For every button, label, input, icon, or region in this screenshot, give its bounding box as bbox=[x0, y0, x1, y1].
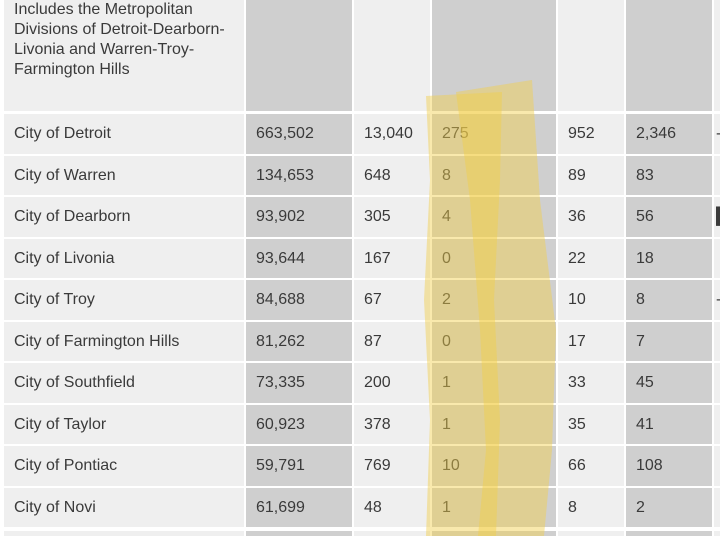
row-value-cell: 2 bbox=[626, 488, 712, 527]
table-row-partial bbox=[714, 531, 720, 536]
row-value-cell: 93,644 bbox=[246, 239, 352, 278]
row-city-name: City of Pontiac bbox=[4, 446, 244, 486]
row-value-cell: 8 bbox=[626, 280, 712, 320]
row-value-cell: 200 bbox=[354, 363, 430, 403]
row-value-cell: 84,688 bbox=[246, 280, 352, 320]
row-city-name: City of Troy bbox=[4, 280, 244, 320]
row-value-cell: 167 bbox=[354, 239, 430, 278]
row-city-name: City of Taylor bbox=[4, 405, 244, 444]
row-value-cell: 2 bbox=[432, 280, 556, 320]
row-trailing-fragment bbox=[714, 405, 720, 444]
row-city-name: City of Dearborn bbox=[4, 197, 244, 237]
row-value-cell: 17 bbox=[558, 322, 624, 361]
row-city-name: City of Novi bbox=[4, 488, 244, 527]
row-value-cell: 134,653 bbox=[246, 156, 352, 195]
table-header-description: Includes the Metropolitan Divisions of D… bbox=[4, 0, 244, 111]
table-header-cell bbox=[246, 0, 352, 111]
row-value-cell: 33 bbox=[558, 363, 624, 403]
row-value-cell: 648 bbox=[354, 156, 430, 195]
row-value-cell: 1 bbox=[432, 405, 556, 444]
row-value-cell: 952 bbox=[558, 114, 624, 154]
row-value-cell: 305 bbox=[354, 197, 430, 237]
row-value-cell: 89 bbox=[558, 156, 624, 195]
table-row-partial bbox=[558, 531, 624, 536]
table-header-cell bbox=[626, 0, 712, 111]
row-city-name: City of Southfield bbox=[4, 363, 244, 403]
table-row-partial bbox=[4, 531, 244, 536]
row-trailing-fragment: ▌ bbox=[714, 197, 720, 237]
row-trailing-fragment: - bbox=[714, 280, 720, 320]
row-value-cell: 48 bbox=[354, 488, 430, 527]
table-header-cell bbox=[558, 0, 624, 111]
row-trailing-fragment bbox=[714, 239, 720, 278]
row-value-cell: 1 bbox=[432, 488, 556, 527]
row-value-cell: 378 bbox=[354, 405, 430, 444]
row-value-cell: 2,346 bbox=[626, 114, 712, 154]
row-value-cell: 60,923 bbox=[246, 405, 352, 444]
table-row-partial bbox=[432, 531, 556, 536]
row-value-cell: 87 bbox=[354, 322, 430, 361]
table-row-partial bbox=[354, 531, 430, 536]
row-trailing-fragment bbox=[714, 446, 720, 486]
row-value-cell: 663,502 bbox=[246, 114, 352, 154]
row-value-cell: 56 bbox=[626, 197, 712, 237]
table-header-cell bbox=[354, 0, 430, 111]
row-value-cell: 35 bbox=[558, 405, 624, 444]
row-value-cell: 67 bbox=[354, 280, 430, 320]
row-value-cell: 275 bbox=[432, 114, 556, 154]
row-value-cell: 83 bbox=[626, 156, 712, 195]
row-value-cell: 10 bbox=[432, 446, 556, 486]
row-value-cell: 13,040 bbox=[354, 114, 430, 154]
row-value-cell: 769 bbox=[354, 446, 430, 486]
table-row-partial bbox=[246, 531, 352, 536]
table-row-partial bbox=[626, 531, 712, 536]
row-value-cell: 59,791 bbox=[246, 446, 352, 486]
row-value-cell: 61,699 bbox=[246, 488, 352, 527]
row-value-cell: 8 bbox=[558, 488, 624, 527]
row-trailing-fragment bbox=[714, 156, 720, 195]
row-trailing-fragment bbox=[714, 488, 720, 527]
row-value-cell: 73,335 bbox=[246, 363, 352, 403]
row-city-name: City of Farmington Hills bbox=[4, 322, 244, 361]
row-city-name: City of Warren bbox=[4, 156, 244, 195]
row-value-cell: 0 bbox=[432, 239, 556, 278]
row-value-cell: 66 bbox=[558, 446, 624, 486]
row-trailing-fragment bbox=[714, 363, 720, 403]
row-value-cell: 93,902 bbox=[246, 197, 352, 237]
row-value-cell: 4 bbox=[432, 197, 556, 237]
row-value-cell: 7 bbox=[626, 322, 712, 361]
row-value-cell: 22 bbox=[558, 239, 624, 278]
row-value-cell: 1 bbox=[432, 363, 556, 403]
row-city-name: City of Detroit bbox=[4, 114, 244, 154]
row-trailing-fragment: - bbox=[714, 114, 720, 154]
row-value-cell: 0 bbox=[432, 322, 556, 361]
table-header-cell bbox=[432, 0, 556, 111]
row-trailing-fragment bbox=[714, 322, 720, 361]
table-header-cell bbox=[714, 0, 720, 111]
row-value-cell: 8 bbox=[432, 156, 556, 195]
row-value-cell: 81,262 bbox=[246, 322, 352, 361]
row-city-name: City of Livonia bbox=[4, 239, 244, 278]
row-value-cell: 18 bbox=[626, 239, 712, 278]
row-value-cell: 45 bbox=[626, 363, 712, 403]
row-value-cell: 36 bbox=[558, 197, 624, 237]
row-value-cell: 108 bbox=[626, 446, 712, 486]
row-value-cell: 41 bbox=[626, 405, 712, 444]
row-value-cell: 10 bbox=[558, 280, 624, 320]
